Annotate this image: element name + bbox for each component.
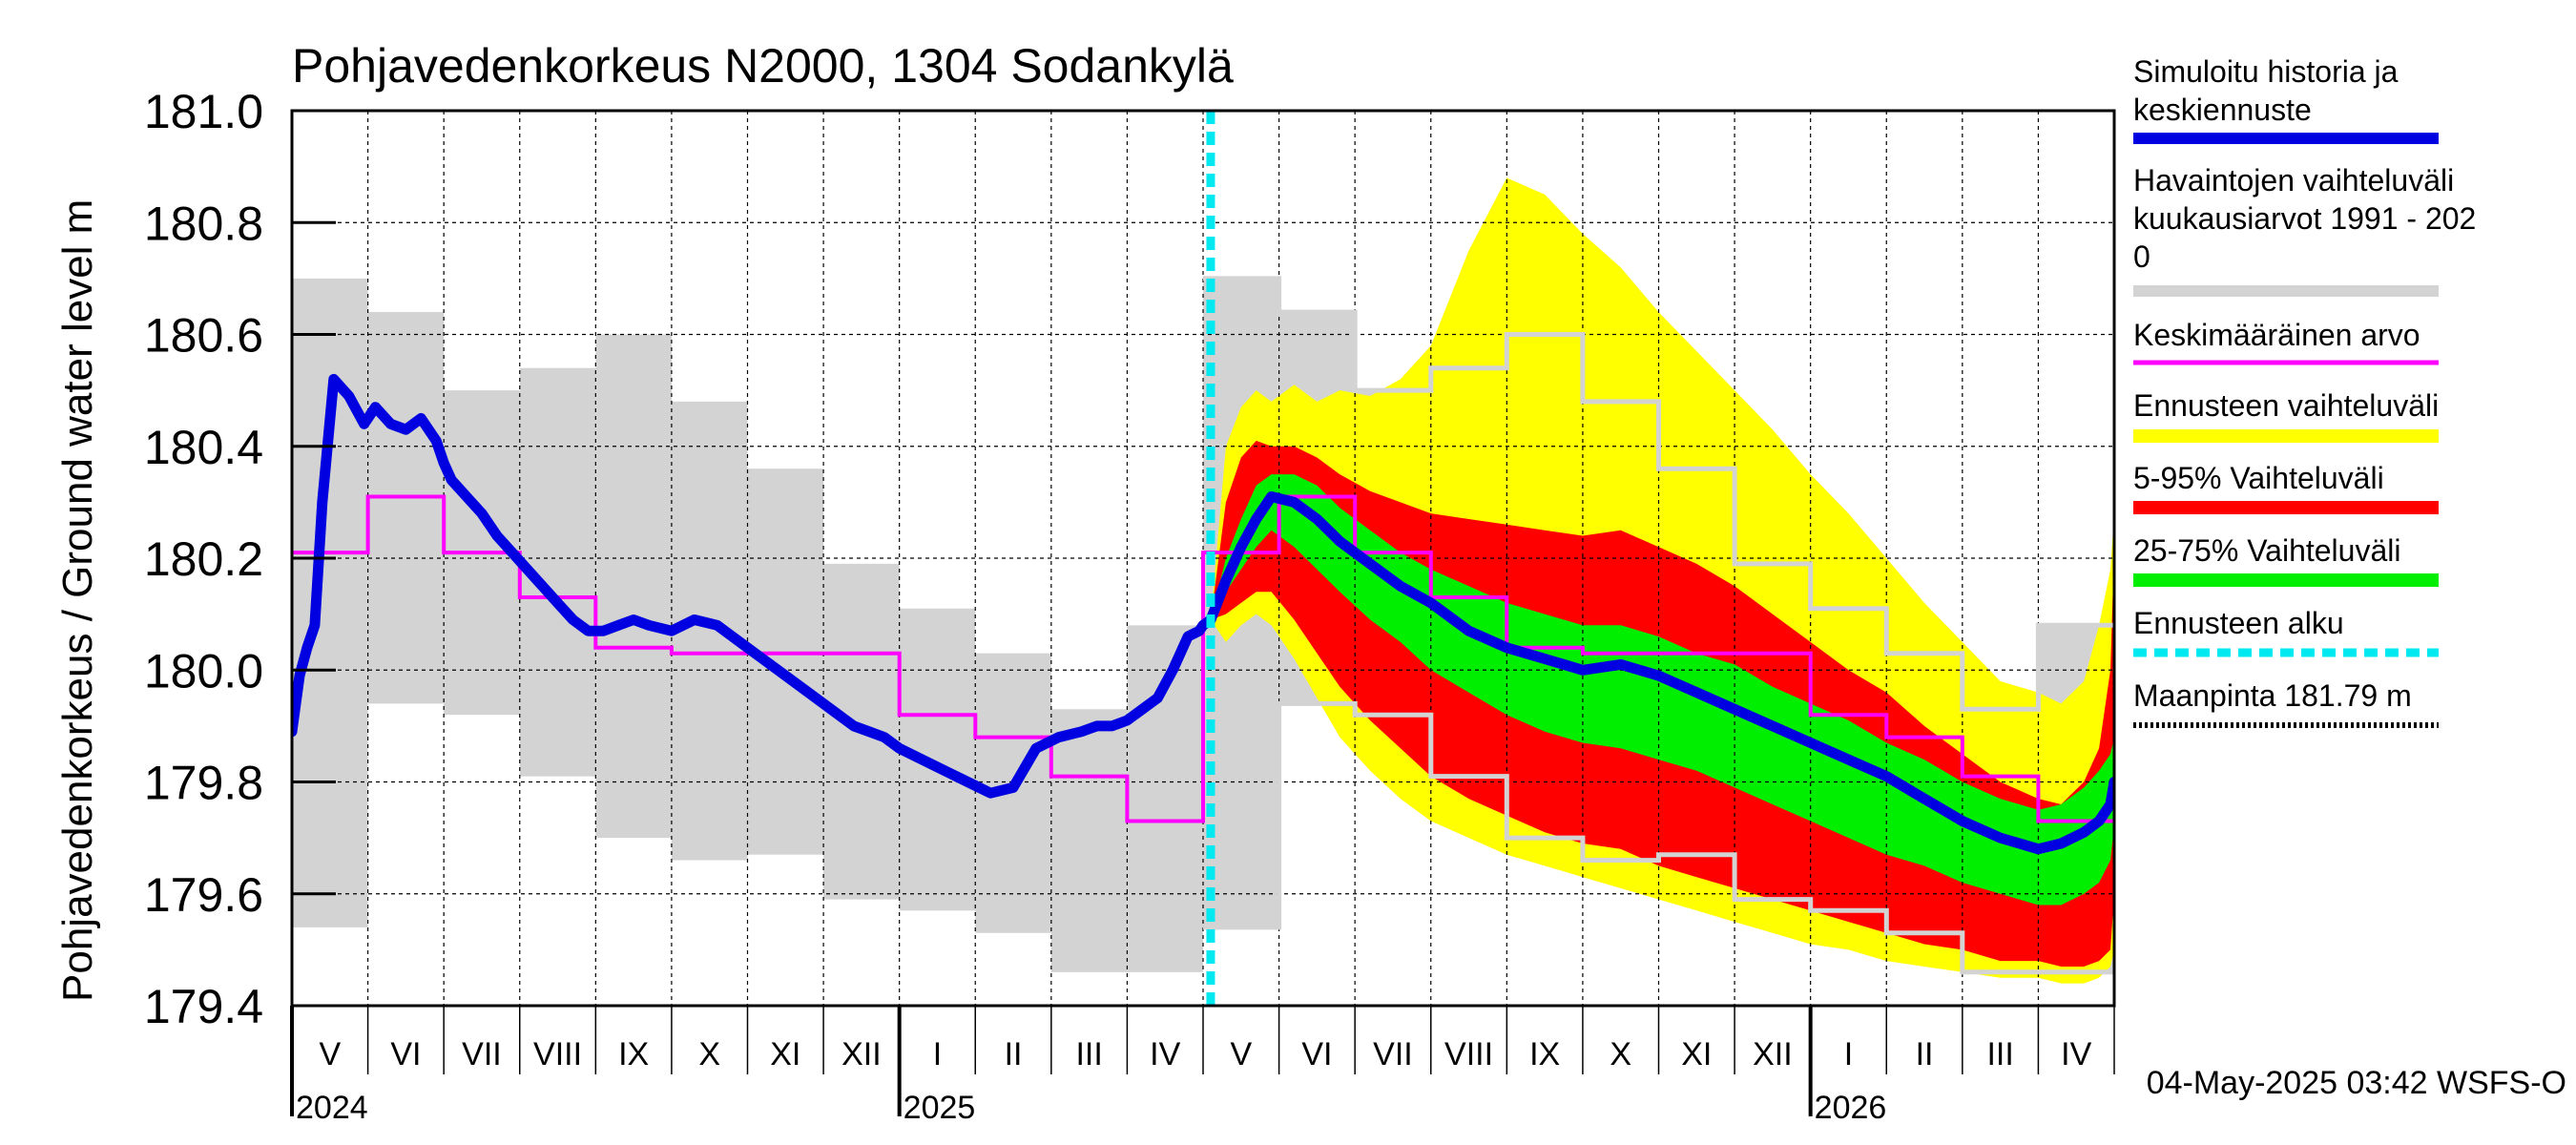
month-label: X — [1610, 1036, 1631, 1072]
forecast-median-line — [1205, 491, 2114, 855]
y-tick-label: 179.8 — [144, 757, 263, 810]
y-tick-label: 181.0 — [144, 85, 263, 138]
month-label: X — [698, 1036, 720, 1072]
legend-label: kuukausiarvot 1991 - 202 — [2133, 201, 2476, 236]
y-tick-label: 180.0 — [144, 644, 263, 697]
month-label: V — [319, 1036, 341, 1072]
y-tick-label: 179.4 — [144, 980, 263, 1033]
observed-range-bar — [595, 334, 672, 839]
legend: Simuloitu historia ja keskiennuste Havaint… — [2133, 54, 2476, 728]
month-label: I — [1844, 1036, 1853, 1072]
month-label: IV — [1150, 1036, 1180, 1072]
month-label: III — [1986, 1036, 2013, 1072]
year-label: 2025 — [904, 1090, 976, 1126]
legend-label: 25-75% Vaihteluväli — [2133, 533, 2400, 568]
month-label: IV — [2061, 1036, 2091, 1072]
month-label: I — [933, 1036, 942, 1072]
footer-timestamp: 04-May-2025 03:42 WSFS-O — [2147, 1065, 2566, 1101]
data-lines — [292, 111, 2114, 1006]
month-label: XI — [770, 1036, 800, 1072]
month-label: II — [1005, 1036, 1023, 1072]
chart-title: Pohjavedenkorkeus N2000, 1304 Sodankylä — [292, 39, 1234, 93]
legend-label: Maanpinta 181.79 m — [2133, 678, 2412, 713]
month-label: XI — [1681, 1036, 1712, 1072]
legend-label: Ennusteen alku — [2133, 606, 2344, 640]
month-label: VI — [390, 1036, 421, 1072]
mean-value-line — [292, 494, 2114, 823]
month-label: II — [1916, 1036, 1934, 1072]
month-label: III — [1075, 1036, 1102, 1072]
p25-p75-band — [1211, 474, 2114, 906]
legend-label: Havaintojen vaihteluväli — [2133, 163, 2454, 198]
y-tick-label: 180.2 — [144, 532, 263, 586]
month-label: V — [1230, 1036, 1252, 1072]
y-tick-label: 180.4 — [144, 421, 263, 474]
legend-label: keskiennuste — [2133, 93, 2312, 127]
observed-range-bar — [367, 312, 445, 704]
month-label: VIII — [533, 1036, 582, 1072]
history-line — [292, 373, 1216, 799]
month-label: VIII — [1444, 1036, 1493, 1072]
year-label: 2026 — [1815, 1090, 1887, 1126]
month-label: VI — [1301, 1036, 1332, 1072]
month-label: VII — [1373, 1036, 1413, 1072]
month-label: XII — [1753, 1036, 1793, 1072]
legend-label: Keskimääräinen arvo — [2133, 318, 2420, 352]
y-tick-label: 180.6 — [144, 309, 263, 363]
y-tick-label: 180.8 — [144, 197, 263, 250]
legend-label: Simuloitu historia ja — [2133, 54, 2399, 89]
year-label: 2024 — [296, 1090, 368, 1126]
month-label: IX — [618, 1036, 649, 1072]
observed-range-bar — [1050, 709, 1128, 972]
month-label: VII — [462, 1036, 502, 1072]
legend-label: Ennusteen vaihteluväli — [2133, 388, 2439, 423]
observed-range-bar — [671, 401, 748, 861]
observed-min-outline — [1203, 700, 2114, 975]
axes: 179.4 179.6 179.8 180.0 180.2 180.4 180.6 180.8… — [144, 85, 2116, 1126]
legend-label: 0 — [2133, 239, 2150, 274]
observed-max-outline — [1203, 276, 2114, 712]
legend-label: 5-95% Vaihteluväli — [2133, 461, 2384, 495]
y-axis-label: Pohjavedenkorkeus / Ground water level m — [54, 199, 101, 1002]
month-label: IX — [1529, 1036, 1560, 1072]
y-tick-label: 179.6 — [144, 868, 263, 922]
month-label: XII — [841, 1036, 882, 1072]
